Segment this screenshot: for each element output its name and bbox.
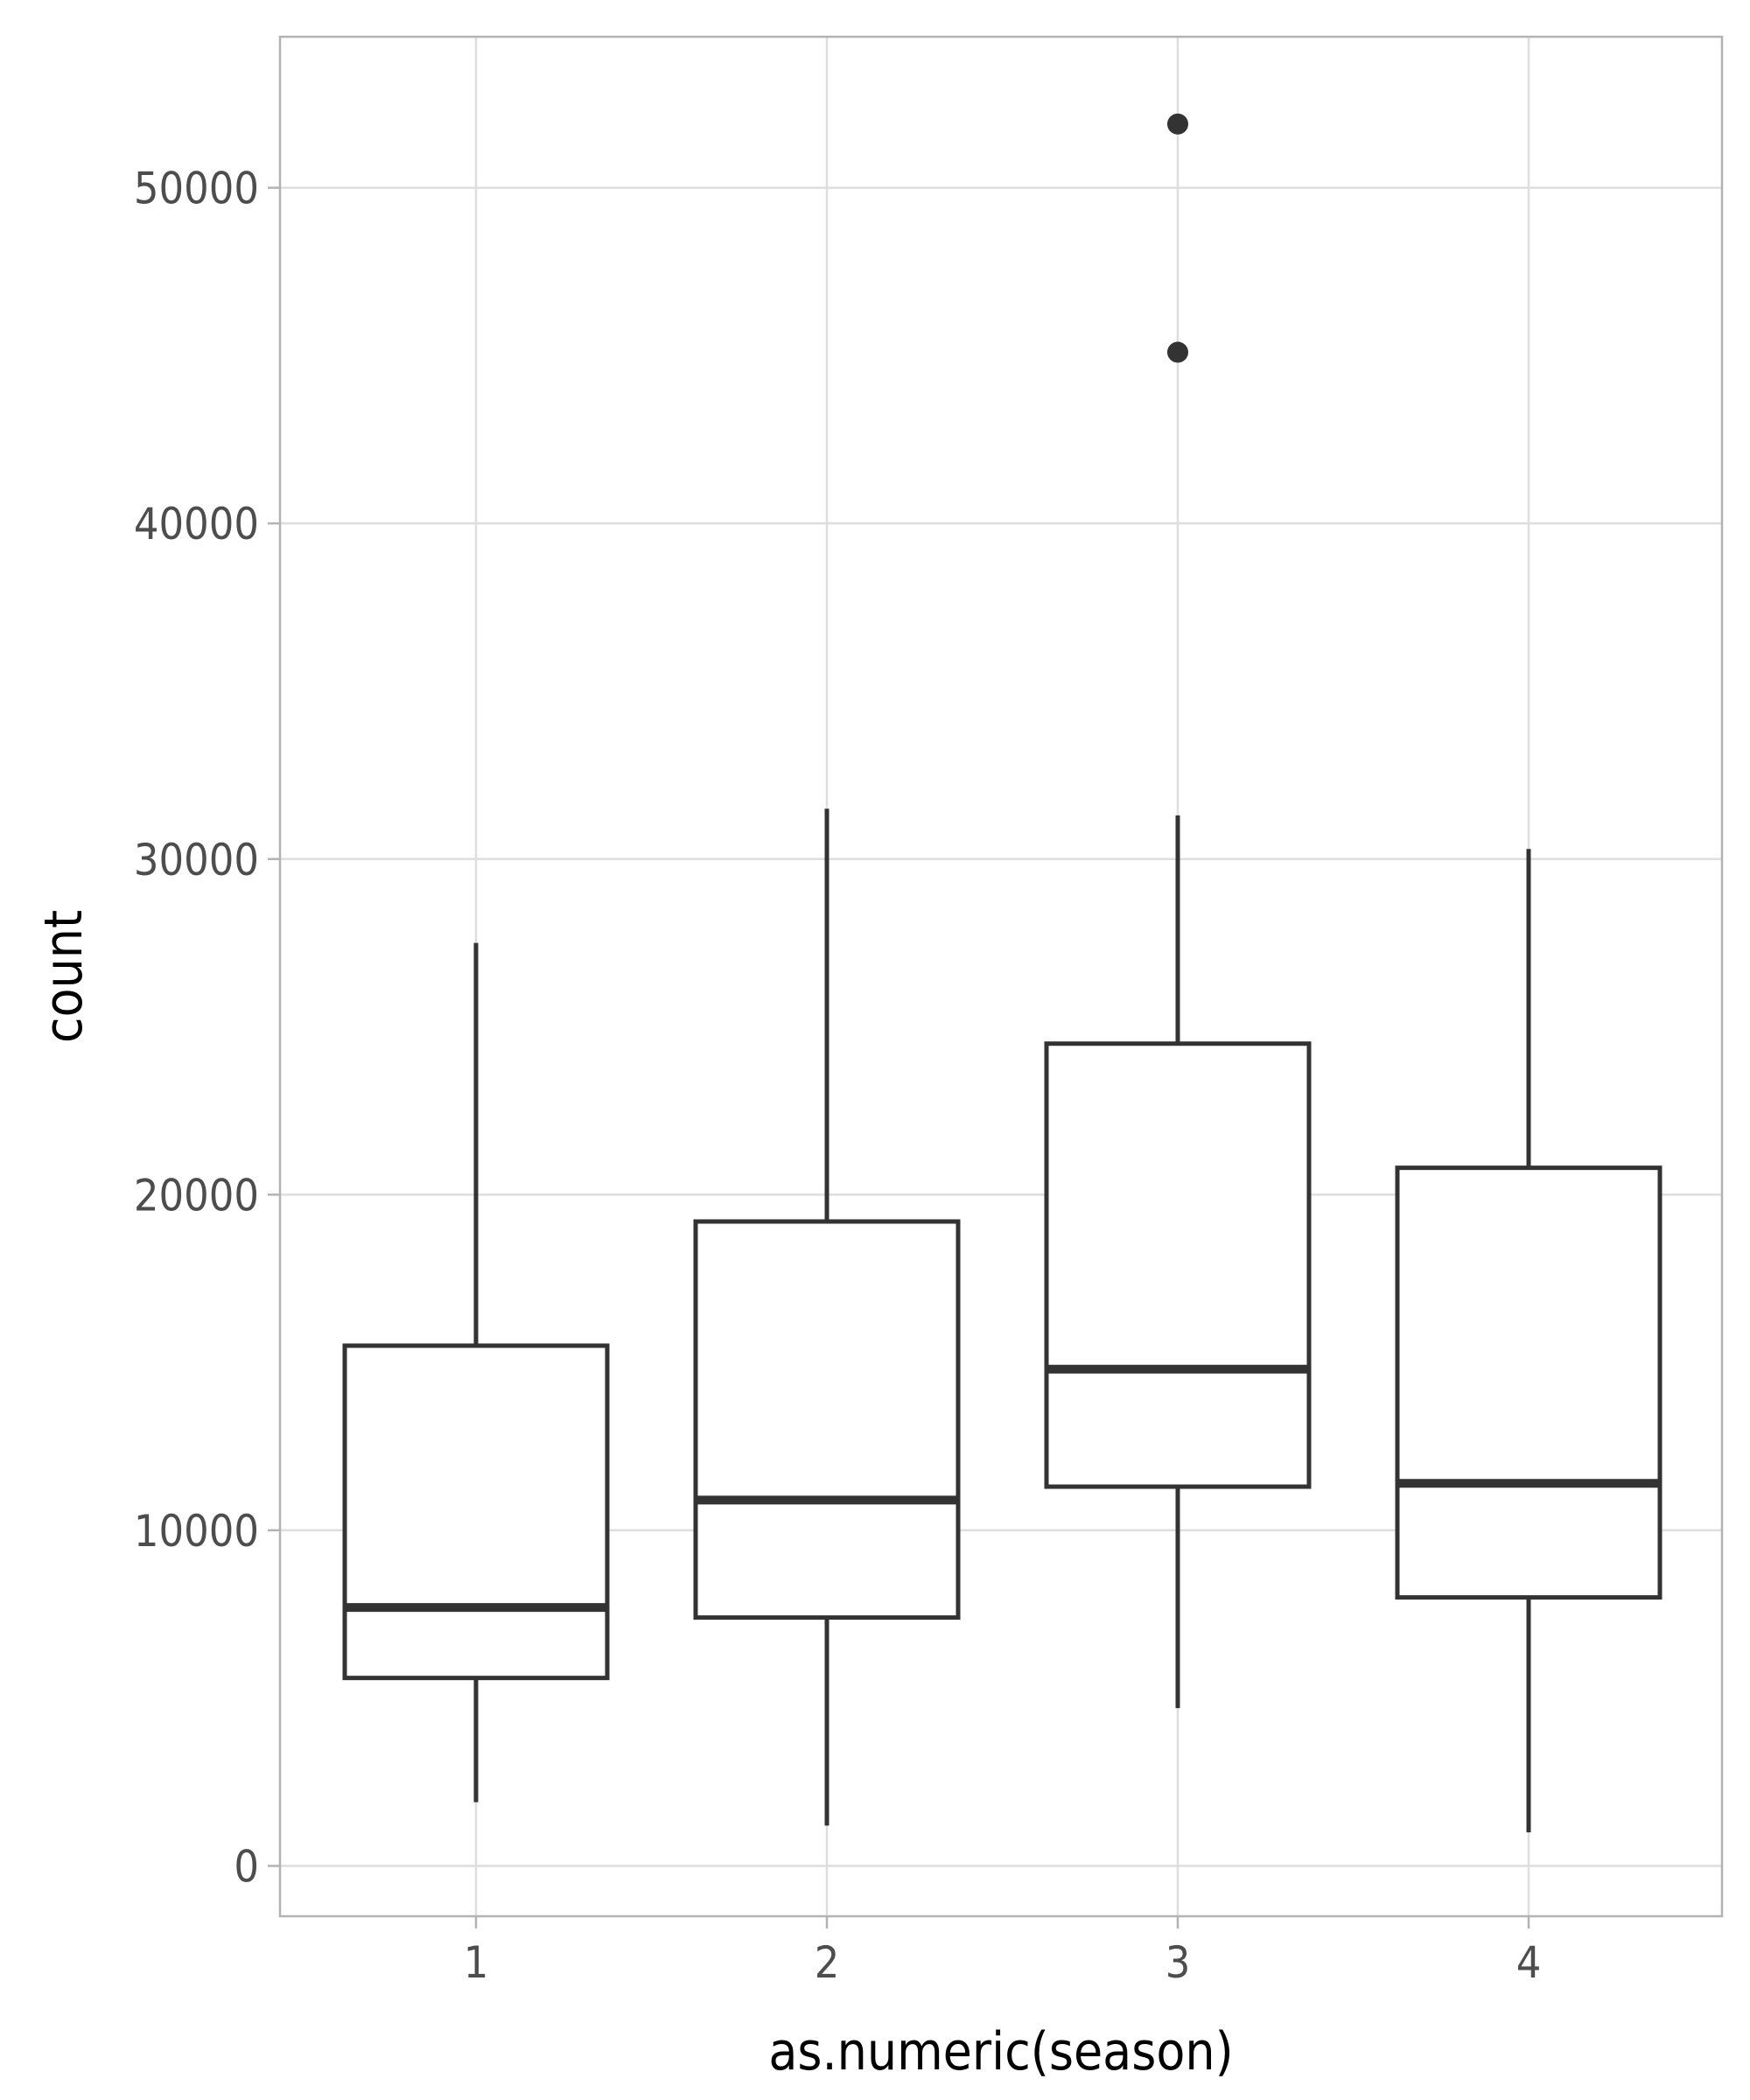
y-tick-label: 20000: [134, 1170, 259, 1221]
y-tick-label: 30000: [134, 835, 259, 886]
x-tick-label: 4: [1516, 1937, 1542, 1988]
y-tick-label: 40000: [134, 499, 259, 550]
box: [693, 1219, 961, 1620]
x-tick-label: 2: [815, 1937, 840, 1988]
y-tick-label: 10000: [134, 1506, 259, 1557]
x-tick-label: 3: [1166, 1937, 1191, 1988]
axes-layer: 0 10000 20000 30000 40000 50000 1 2 3 4: [134, 164, 1541, 1988]
y-tick-label: 50000: [134, 164, 259, 214]
x-tick-label: 1: [464, 1937, 489, 1988]
x-axis-title: as.numeric(season): [768, 2021, 1233, 2082]
y-tick-label: 0: [234, 1841, 259, 1892]
outlier-point: [1167, 113, 1188, 135]
box: [342, 1343, 610, 1681]
box: [1044, 1041, 1312, 1489]
panel-border: [278, 35, 1724, 1918]
box: [1395, 1166, 1662, 1600]
outlier-point: [1167, 341, 1188, 363]
boxes-layer: [342, 113, 1662, 1833]
y-axis-title: count: [33, 910, 94, 1043]
